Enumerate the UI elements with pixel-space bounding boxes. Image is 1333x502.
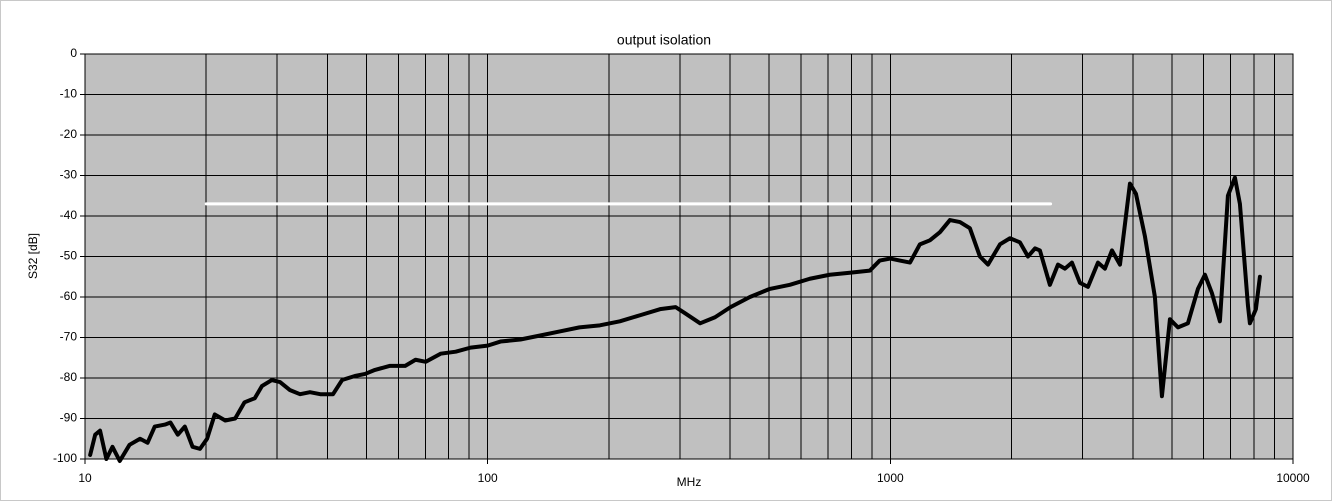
y-axis-label: S32 [dB] [26, 233, 40, 279]
plot-border [84, 53, 1294, 460]
y-tick-label: -100 [53, 451, 77, 465]
y-tick-label: -40 [60, 208, 78, 222]
x-tick-label: 1000 [877, 471, 904, 485]
y-tick-label: -70 [60, 330, 78, 344]
y-tick-label: -90 [60, 411, 78, 425]
y-tick-label: -60 [60, 289, 78, 303]
x-tick-label: 10000 [1276, 471, 1310, 485]
x-tick-label: 100 [478, 471, 498, 485]
series-line [88, 175, 1262, 464]
chart-title: output isolation [617, 32, 711, 48]
y-tick-label: -50 [60, 249, 78, 263]
y-tick-label: -30 [60, 168, 78, 182]
y-tick-label: -20 [60, 127, 78, 141]
y-tick-label: 0 [70, 46, 77, 60]
y-tick-label: -10 [60, 87, 78, 101]
x-axis-label: MHz [677, 475, 702, 489]
x-tick-label: 10 [78, 471, 92, 485]
y-tick-label: -80 [60, 370, 78, 384]
